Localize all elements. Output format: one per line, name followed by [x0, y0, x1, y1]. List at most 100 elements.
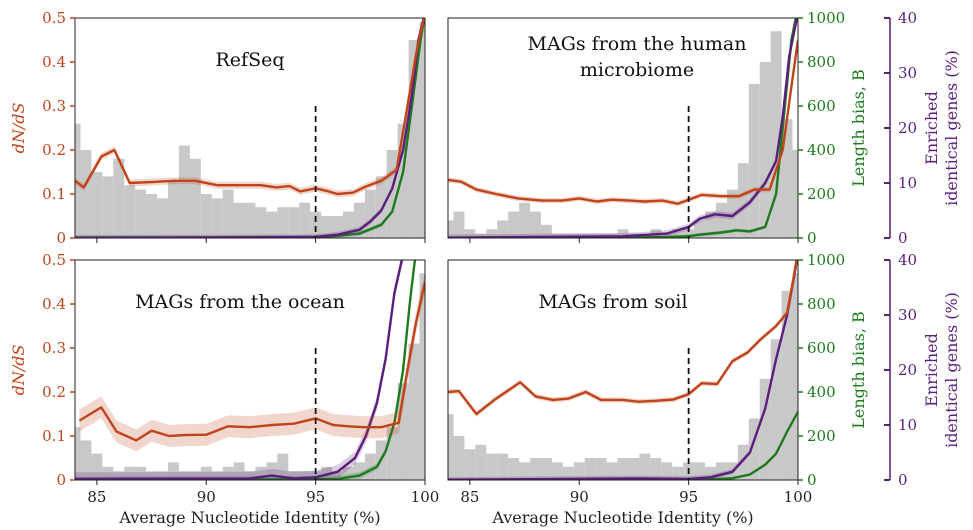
enriched-tick-label: 40 [898, 9, 917, 27]
histogram-bar [364, 189, 376, 238]
axes-frame [447, 17, 799, 239]
histogram-bar [102, 176, 114, 238]
enriched-tick-label: 0 [898, 471, 908, 489]
histogram-bar [211, 198, 223, 238]
histogram-bar [737, 163, 749, 238]
panel-ocean: MAGs from the ocean 85 90 95 100 0 0.1 0.2 0.3 0.… [42, 251, 440, 506]
length-bias-tick-label: 400 [807, 383, 836, 401]
enriched-tick-label: 10 [898, 174, 917, 192]
histogram-bar [178, 145, 190, 238]
histogram-bar [694, 220, 706, 238]
series-line-enriched [75, 260, 404, 480]
histogram-bar [508, 458, 520, 480]
dnds-tick-label: 0.4 [42, 53, 66, 71]
histogram-bar [167, 462, 179, 480]
histogram-bar [113, 158, 125, 238]
series-line-dnds [75, 18, 425, 196]
histogram-bar [135, 189, 147, 238]
dnds-tick-label: 0.4 [42, 295, 66, 313]
x-tick-label: 95 [679, 488, 698, 506]
dnds-tick-label: 0.2 [42, 141, 66, 159]
series-line-enriched [448, 18, 798, 238]
plot-area [448, 260, 798, 480]
series-band-dnds [75, 18, 425, 198]
x-tick-label: 85 [87, 488, 106, 506]
histogram-bar [781, 119, 793, 238]
histogram-bar [497, 453, 509, 480]
histogram-bar [353, 462, 365, 480]
histogram-bar [781, 290, 793, 480]
length-bias-tick-label: 600 [807, 97, 836, 115]
histogram-bar [310, 471, 322, 480]
histogram-bar [266, 462, 278, 480]
histogram-bar [683, 229, 695, 238]
histogram-bar [617, 229, 629, 238]
histogram-bar [135, 466, 147, 480]
histogram-bar [540, 458, 552, 480]
length-bias-tick-label: 600 [807, 339, 836, 357]
dnds-tick-label: 0.1 [42, 427, 66, 445]
length-bias-tick-label: 200 [807, 185, 836, 203]
histogram-bar [453, 436, 465, 480]
histogram-bar [255, 207, 267, 238]
plot-area [75, 18, 425, 238]
dnds-axis-label-top: dN/dS [9, 103, 28, 154]
histogram-bar [759, 378, 771, 480]
enriched-tick-label: 20 [898, 119, 917, 137]
histogram-bar [397, 123, 409, 238]
histogram-bar [530, 211, 541, 238]
histogram-bar [386, 150, 398, 238]
dnds-tick-label: 0.2 [42, 383, 66, 401]
histogram-bar [157, 198, 168, 238]
histogram-bar [672, 229, 684, 238]
x-tick-label: 100 [784, 488, 813, 506]
series-line-enriched [75, 18, 425, 238]
length-bias-axis-label-bottom: Length bias, B [849, 311, 868, 429]
histogram-bar [386, 427, 398, 480]
histogram-bar [342, 466, 354, 480]
histogram-bar [475, 233, 487, 238]
plot-area [75, 260, 425, 480]
length-bias-tick-label: 0 [807, 471, 817, 489]
histogram-bar [157, 471, 168, 480]
panel-title: MAGs from soil [538, 291, 687, 313]
histogram-bar [255, 466, 267, 480]
enriched-tick-label: 10 [898, 416, 917, 434]
panel-human-microbiome: MAGs from the human microbiome 0 200 400 600 8… [447, 9, 917, 247]
x-tick-label: 100 [411, 488, 440, 506]
histogram-bar [792, 150, 798, 238]
histogram-bar [124, 466, 136, 480]
histogram-bar [595, 458, 607, 480]
histogram-bar [519, 202, 531, 238]
series-line-dnds [448, 39, 798, 205]
histogram-bar [694, 462, 706, 480]
series-line-enriched [448, 260, 798, 480]
histogram-bar [448, 414, 454, 480]
length-bias-tick-label: 1000 [807, 251, 845, 269]
histogram-bar [189, 471, 201, 480]
histogram-bar [486, 229, 498, 238]
histogram-bar [748, 84, 760, 238]
histogram-bar [288, 471, 300, 480]
histogram-bar [266, 211, 278, 238]
histogram-bar [211, 471, 223, 480]
histogram-bar [573, 462, 585, 480]
length-bias-tick-label: 0 [807, 229, 817, 247]
length-bias-tick-label: 200 [807, 427, 836, 445]
histogram-bar [222, 189, 234, 238]
dnds-tick-label: 0.5 [42, 251, 66, 269]
panel-title: MAGs from the human microbiome [528, 33, 747, 81]
x-tick-label: 85 [460, 488, 479, 506]
histogram-bar [222, 466, 234, 480]
histogram-bar [650, 458, 662, 480]
dnds-tick-label: 0 [56, 471, 66, 489]
histogram-bar [628, 458, 640, 480]
dnds-tick-label: 0.5 [42, 9, 66, 27]
length-bias-tick-label: 800 [807, 53, 836, 71]
x-axis-label-right: Average Nucleotide Identity (%) [491, 508, 753, 527]
histogram-bar [508, 211, 520, 238]
histogram-bar [661, 233, 673, 238]
histogram-bar [419, 273, 425, 480]
histogram-bar [408, 40, 420, 238]
length-bias-tick-label: 400 [807, 141, 836, 159]
